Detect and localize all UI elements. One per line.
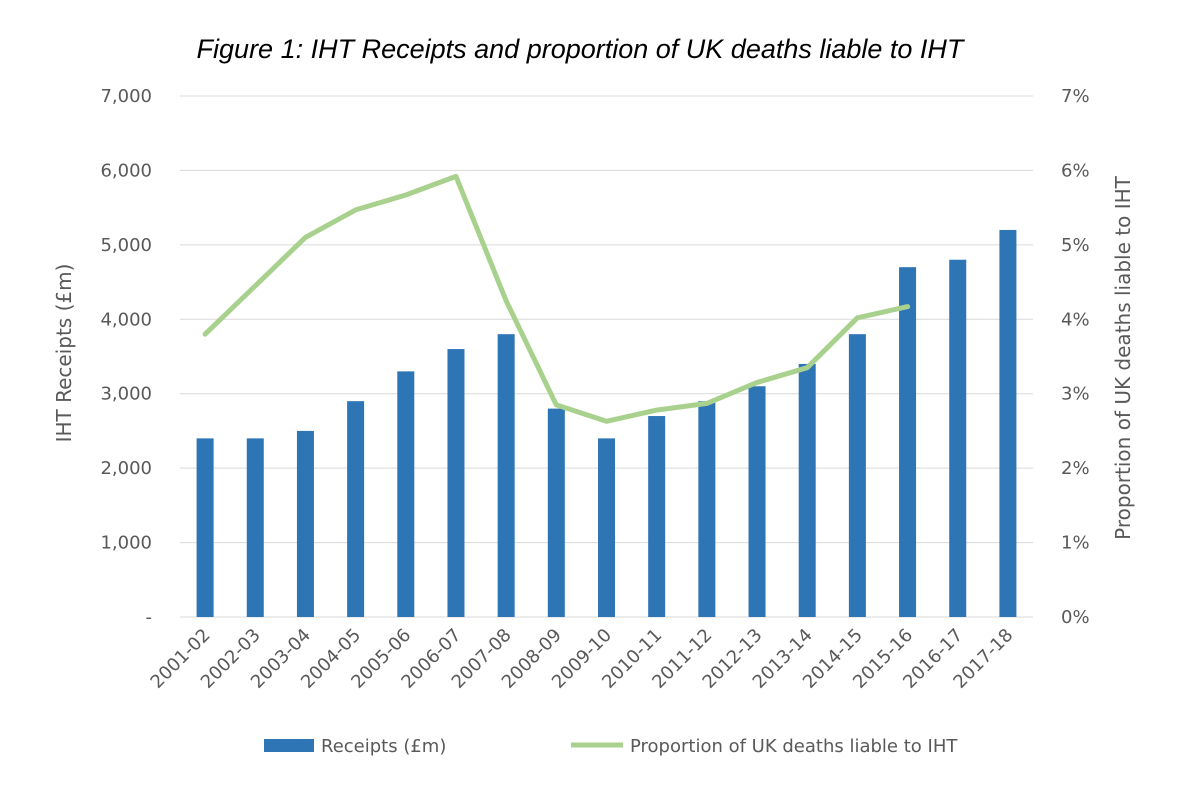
bar <box>648 416 666 617</box>
chart-title: Figure 1: IHT Receipts and proportion of… <box>197 34 966 64</box>
right-tick-label: 4% <box>1061 309 1090 330</box>
right-tick-label: 1% <box>1061 533 1090 554</box>
legend-receipts-swatch <box>264 739 314 752</box>
left-axis-ticks: - 1,000 2,000 3,000 4,000 5,000 6,000 7,000 <box>100 86 152 628</box>
right-tick-label: 6% <box>1061 160 1090 181</box>
left-tick-label: 3,000 <box>100 384 152 405</box>
left-tick-label: 2,000 <box>100 458 152 479</box>
bar <box>246 438 264 617</box>
bar <box>497 334 515 617</box>
left-tick-label: 5,000 <box>100 235 152 256</box>
receipts-bars <box>196 229 1017 617</box>
bar <box>347 401 365 617</box>
bar <box>899 267 917 617</box>
proportion-line <box>202 173 911 424</box>
right-tick-label: 5% <box>1061 235 1090 256</box>
right-axis-title: Proportion of UK deaths liable to IHT <box>1111 175 1135 540</box>
right-tick-label: 0% <box>1061 607 1090 628</box>
legend-receipts-label: Receipts (£m) <box>321 736 446 757</box>
left-tick-label: - <box>146 607 153 628</box>
left-tick-label: 1,000 <box>100 533 152 554</box>
bar <box>798 363 816 617</box>
bar <box>296 430 314 617</box>
bar <box>598 438 615 617</box>
right-axis-ticks: 0% 1% 2% 3% 4% 5% 6% 7% <box>1061 86 1090 628</box>
bar <box>698 401 716 617</box>
bar <box>748 386 766 617</box>
x-axis-labels: 2001-022002-032003-042004-052005-062006-… <box>147 625 1018 693</box>
left-axis-title: IHT Receipts (£m) <box>52 264 76 443</box>
legend: Receipts (£m) Proportion of UK deaths li… <box>264 736 958 757</box>
right-tick-label: 2% <box>1061 458 1090 479</box>
left-tick-label: 4,000 <box>100 309 152 330</box>
bar <box>397 371 415 617</box>
bar <box>848 334 866 617</box>
legend-proportion-label: Proportion of UK deaths liable to IHT <box>630 736 958 757</box>
bar <box>949 259 967 617</box>
right-tick-label: 3% <box>1061 384 1090 405</box>
bar <box>547 408 565 617</box>
bar <box>196 438 214 617</box>
left-tick-label: 6,000 <box>100 160 152 181</box>
bar <box>447 349 465 617</box>
bar <box>999 229 1017 617</box>
left-tick-label: 7,000 <box>100 86 152 107</box>
right-tick-label: 7% <box>1061 86 1090 107</box>
